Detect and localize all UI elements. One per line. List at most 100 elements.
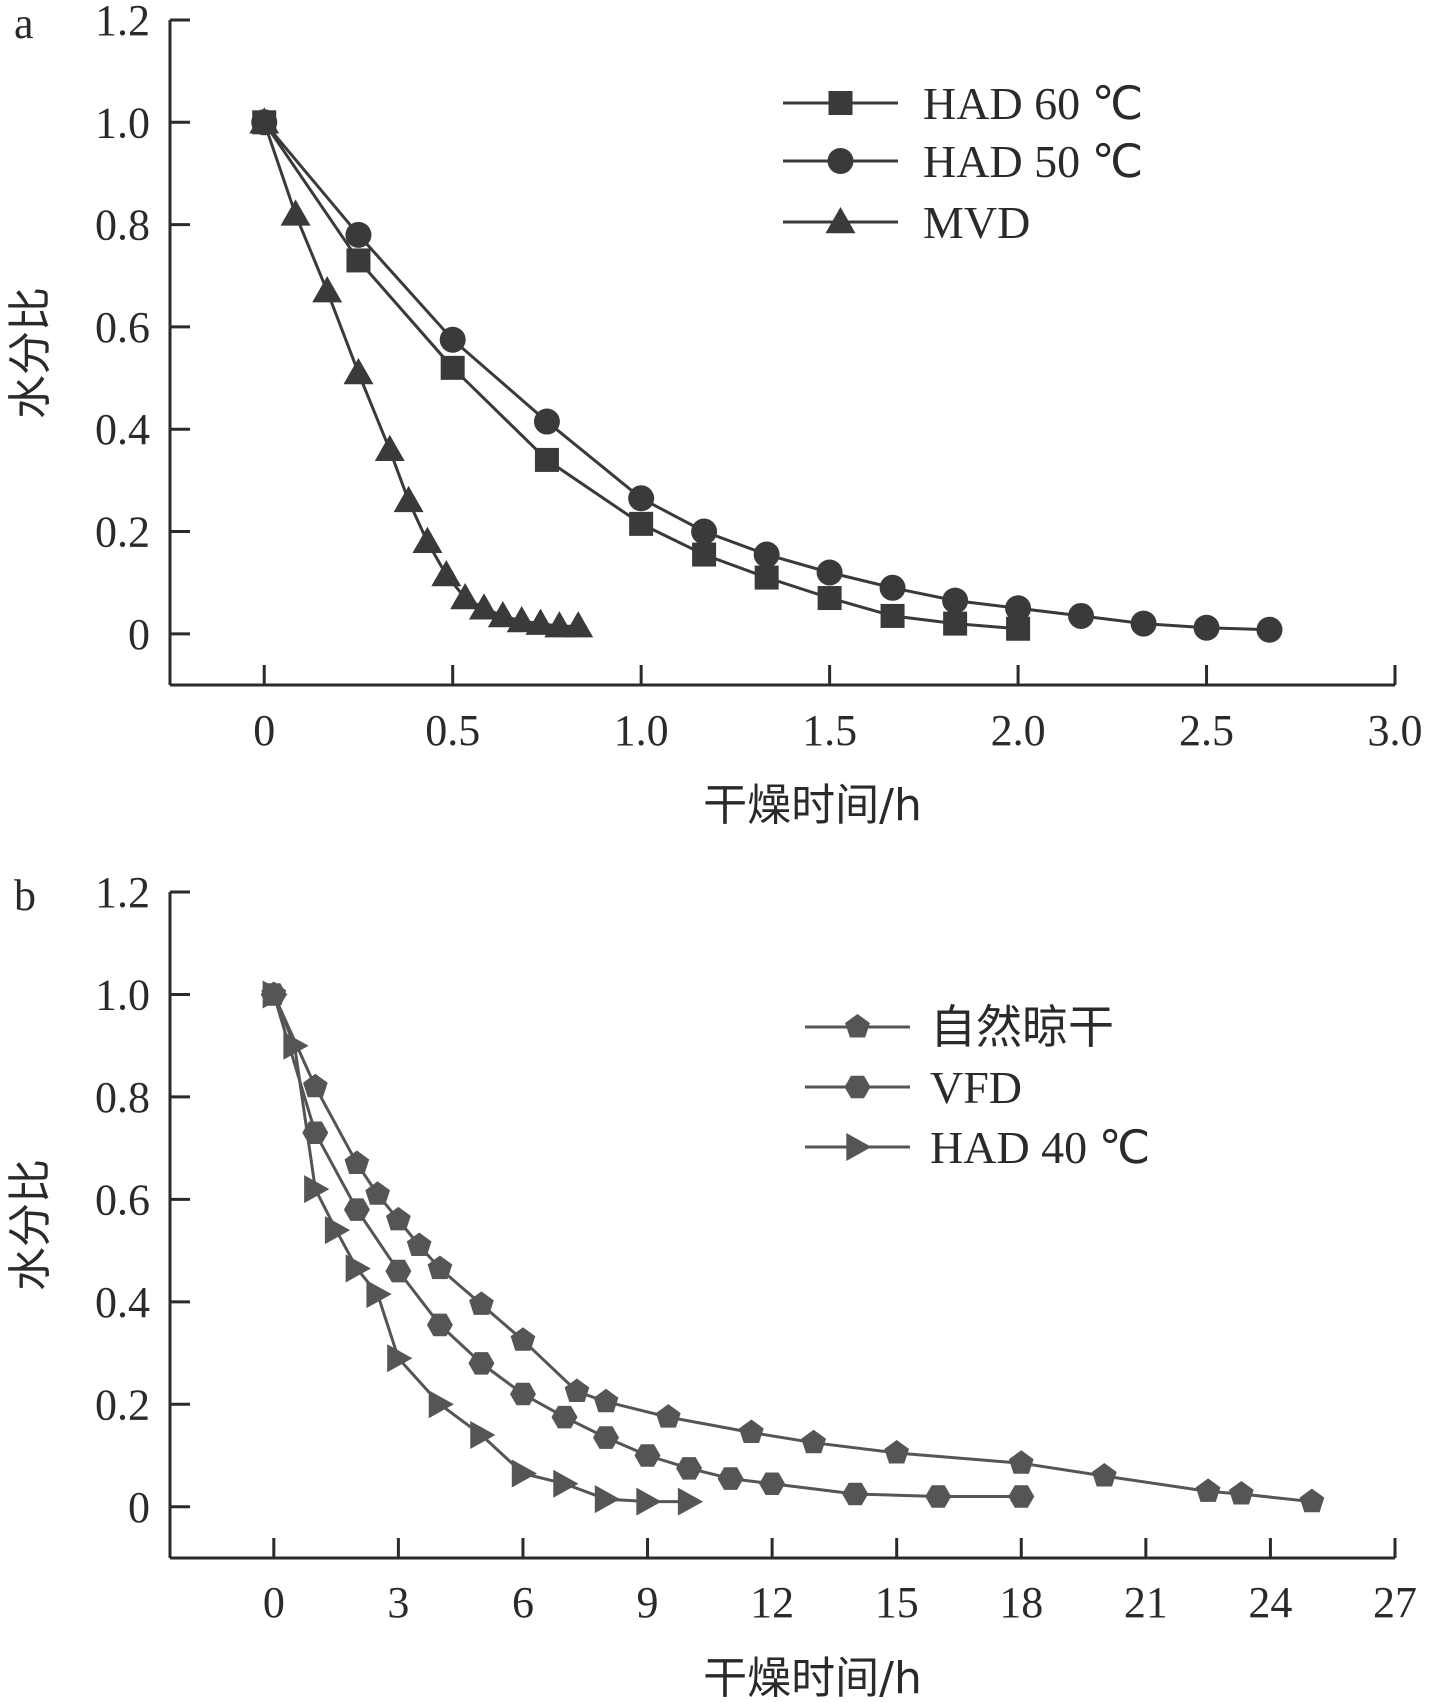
legend-label: 自然晾干 — [930, 1002, 1114, 1053]
data-point — [469, 1291, 494, 1315]
legend-entry: HAD 60 ℃ — [783, 78, 1143, 129]
data-point — [534, 447, 559, 472]
series-2 — [249, 107, 594, 638]
legend-marker — [825, 207, 856, 234]
panel-label: a — [14, 0, 34, 48]
x-tick-label: 15 — [875, 1578, 919, 1627]
data-point — [385, 1259, 412, 1283]
x-tick-label: 3.0 — [1368, 706, 1423, 755]
series-line — [262, 121, 1019, 631]
y-axis-title: 水分比 — [5, 1159, 56, 1291]
data-point — [431, 560, 462, 587]
x-tick-label: 1.0 — [614, 706, 669, 755]
data-point — [1299, 1488, 1325, 1513]
x-tick-label: 21 — [1124, 1578, 1168, 1627]
data-point — [346, 248, 371, 273]
data-point — [628, 485, 655, 512]
data-point — [510, 1382, 536, 1406]
x-axis-title: 干燥时间/h — [703, 780, 922, 831]
data-point — [739, 1419, 764, 1443]
legend-label: MVD — [923, 197, 1030, 248]
legend-label: HAD 50 ℃ — [923, 136, 1143, 187]
data-point — [468, 593, 499, 620]
x-axis-title: 干燥时间/h — [703, 1653, 922, 1702]
data-point — [1008, 1485, 1035, 1508]
data-point — [816, 559, 843, 586]
legend-entry: HAD 50 ℃ — [783, 136, 1143, 187]
data-point — [1008, 1450, 1034, 1474]
legend-entry: VFD — [805, 1062, 1022, 1113]
data-point — [884, 1440, 910, 1464]
data-point — [879, 574, 906, 601]
data-point — [304, 1175, 330, 1204]
data-point — [393, 485, 424, 513]
data-point — [312, 276, 343, 303]
data-point — [801, 1429, 826, 1454]
series-line — [272, 994, 1022, 1498]
data-point — [427, 1255, 453, 1280]
data-point — [842, 1482, 869, 1506]
y-tick-label: 0.6 — [95, 303, 150, 352]
data-point — [303, 1073, 328, 1098]
data-point — [428, 1390, 454, 1419]
x-tick-label: 3 — [387, 1578, 409, 1627]
data-point — [677, 1487, 704, 1516]
data-point — [324, 1216, 351, 1245]
data-point — [925, 1485, 952, 1508]
data-point — [1195, 1478, 1221, 1502]
x-tick-label: 27 — [1373, 1578, 1417, 1627]
y-tick-label: 0.6 — [95, 1175, 150, 1224]
y-tick-label: 0.8 — [95, 1073, 150, 1122]
y-tick-label: 1.0 — [95, 970, 150, 1019]
data-point — [387, 1344, 413, 1373]
x-tick-label: 2.0 — [991, 706, 1046, 755]
series-1 — [251, 109, 1283, 643]
x-tick-label: 6 — [512, 1578, 534, 1627]
data-point — [1256, 616, 1283, 643]
data-point — [593, 1388, 619, 1413]
y-tick-label: 0 — [128, 610, 150, 659]
legend-label: HAD 40 ℃ — [930, 1122, 1150, 1173]
data-point — [533, 408, 560, 435]
panel-a: a 0 0.2 0.4 0.6 0.8 1.0 1.2 0 0.5 1.0 1.5 2.0 2.5 3.0 干… — [5, 0, 1423, 831]
x-tick-label: 0.5 — [425, 706, 480, 755]
x-tick-label: 12 — [750, 1578, 794, 1627]
series-line — [272, 993, 690, 1504]
data-point — [564, 1378, 590, 1402]
x-tick-label: 0 — [263, 1578, 285, 1627]
data-point — [345, 221, 372, 248]
legend-entry: MVD — [783, 197, 1030, 248]
data-point — [365, 1181, 390, 1205]
x-tick-label: 18 — [999, 1578, 1043, 1627]
data-point — [470, 1421, 496, 1450]
data-point — [1092, 1463, 1117, 1487]
legend-entry: HAD 40 ℃ — [805, 1122, 1150, 1173]
data-point — [676, 1457, 703, 1480]
data-point — [1068, 602, 1095, 629]
y-tick-label: 0.8 — [95, 201, 150, 250]
data-point — [563, 611, 594, 638]
data-point — [817, 586, 842, 611]
data-point — [345, 1254, 371, 1283]
series-0 — [261, 981, 1325, 1513]
data-point — [629, 511, 654, 536]
legend-label: HAD 60 ℃ — [923, 78, 1143, 129]
legend-marker — [827, 148, 854, 174]
data-point — [386, 1206, 411, 1231]
x-tick-label: 24 — [1248, 1578, 1292, 1627]
data-point — [506, 606, 537, 633]
legend-label: VFD — [930, 1062, 1022, 1113]
x-tick-label: 1.5 — [802, 706, 857, 755]
data-point — [406, 1232, 432, 1256]
data-point — [544, 611, 575, 638]
y-tick-label: 1.2 — [95, 868, 150, 917]
data-point — [594, 1485, 621, 1514]
data-point — [343, 1198, 370, 1221]
legend-entry: 自然晾干 — [805, 1002, 1114, 1053]
data-point — [1130, 610, 1157, 637]
data-point — [343, 357, 374, 385]
series-0 — [252, 110, 1031, 641]
x-tick-label: 2.5 — [1179, 706, 1234, 755]
legend-marker — [828, 91, 853, 115]
